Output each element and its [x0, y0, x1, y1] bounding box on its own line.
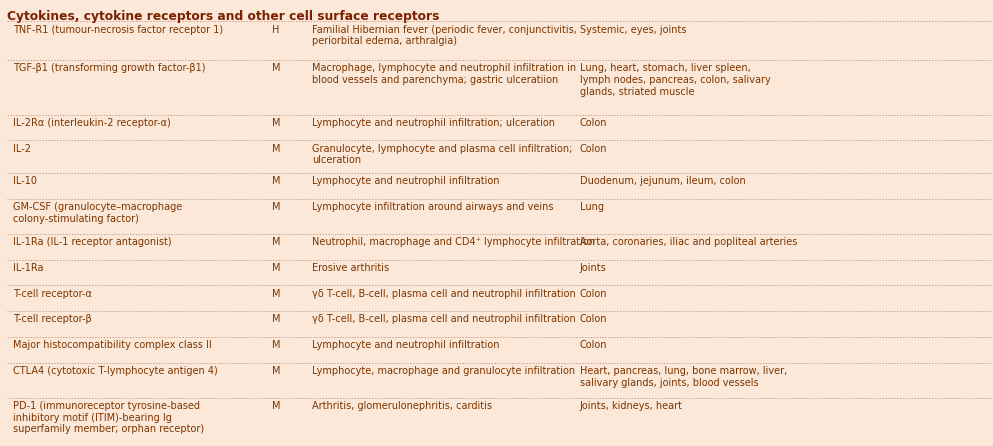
Text: Colon: Colon — [580, 144, 608, 153]
Text: IL-10: IL-10 — [13, 176, 37, 186]
Text: Colon: Colon — [580, 314, 608, 324]
Text: Joints, kidneys, heart: Joints, kidneys, heart — [580, 401, 683, 411]
Text: Cytokines, cytokine receptors and other cell surface receptors: Cytokines, cytokine receptors and other … — [7, 10, 439, 23]
Text: M: M — [272, 118, 281, 128]
Text: Colon: Colon — [580, 118, 608, 128]
Text: Joints: Joints — [580, 263, 607, 273]
Text: IL-2: IL-2 — [13, 144, 31, 153]
Text: Lung, heart, stomach, liver spleen,
lymph nodes, pancreas, colon, salivary
gland: Lung, heart, stomach, liver spleen, lymp… — [580, 63, 771, 96]
Text: M: M — [272, 366, 281, 376]
Text: M: M — [272, 144, 281, 153]
Text: M: M — [272, 63, 281, 73]
Text: Lymphocyte and neutrophil infiltration; ulceration: Lymphocyte and neutrophil infiltration; … — [312, 118, 555, 128]
Text: Arthritis, glomerulonephritis, carditis: Arthritis, glomerulonephritis, carditis — [312, 401, 492, 411]
Text: TGF-β1 (transforming growth factor-β1): TGF-β1 (transforming growth factor-β1) — [13, 63, 206, 73]
Text: Major histocompatibility complex class II: Major histocompatibility complex class I… — [13, 340, 212, 350]
Text: γδ T-cell, B-cell, plasma cell and neutrophil infiltration: γδ T-cell, B-cell, plasma cell and neutr… — [312, 314, 576, 324]
Text: M: M — [272, 340, 281, 350]
Text: Macrophage, lymphocyte and neutrophil infiltration in
blood vessels and parenchy: Macrophage, lymphocyte and neutrophil in… — [312, 63, 576, 85]
Text: M: M — [272, 401, 281, 411]
Text: IL-1Ra: IL-1Ra — [13, 263, 44, 273]
Text: GM-CSF (granulocyte–macrophage
colony-stimulating factor): GM-CSF (granulocyte–macrophage colony-st… — [13, 202, 182, 223]
Text: M: M — [272, 202, 281, 212]
Text: IL-1Ra (IL-1 receptor antagonist): IL-1Ra (IL-1 receptor antagonist) — [13, 237, 172, 247]
Text: H: H — [272, 25, 279, 34]
Text: CTLA4 (cytotoxic T-lymphocyte antigen 4): CTLA4 (cytotoxic T-lymphocyte antigen 4) — [13, 366, 217, 376]
Text: Neutrophil, macrophage and CD4⁺ lymphocyte infiltration: Neutrophil, macrophage and CD4⁺ lymphocy… — [312, 237, 595, 247]
Text: Heart, pancreas, lung, bone marrow, liver,
salivary glands, joints, blood vessel: Heart, pancreas, lung, bone marrow, live… — [580, 366, 787, 388]
Text: TNF-R1 (tumour-necrosis factor receptor 1): TNF-R1 (tumour-necrosis factor receptor … — [13, 25, 223, 34]
Text: Lymphocyte, macrophage and granulocyte infiltration: Lymphocyte, macrophage and granulocyte i… — [312, 366, 575, 376]
Text: M: M — [272, 263, 281, 273]
Text: Lymphocyte and neutrophil infiltration: Lymphocyte and neutrophil infiltration — [312, 176, 499, 186]
Text: γδ T-cell, B-cell, plasma cell and neutrophil infiltration: γδ T-cell, B-cell, plasma cell and neutr… — [312, 289, 576, 298]
Text: IL-2Rα (interleukin-2 receptor-α): IL-2Rα (interleukin-2 receptor-α) — [13, 118, 171, 128]
Text: PD-1 (immunoreceptor tyrosine-based
inhibitory motif (ITIM)-bearing Ig
superfami: PD-1 (immunoreceptor tyrosine-based inhi… — [13, 401, 204, 434]
Text: Aorta, coronaries, iliac and popliteal arteries: Aorta, coronaries, iliac and popliteal a… — [580, 237, 797, 247]
Text: Erosive arthritis: Erosive arthritis — [312, 263, 389, 273]
Text: Lymphocyte infiltration around airways and veins: Lymphocyte infiltration around airways a… — [312, 202, 553, 212]
Text: T-cell receptor-α: T-cell receptor-α — [13, 289, 91, 298]
Text: Colon: Colon — [580, 289, 608, 298]
Text: Lung: Lung — [580, 202, 604, 212]
Text: Colon: Colon — [580, 340, 608, 350]
Text: Granulocyte, lymphocyte and plasma cell infiltration;
ulceration: Granulocyte, lymphocyte and plasma cell … — [312, 144, 572, 165]
Text: Familial Hibernian fever (periodic fever, conjunctivitis,
periorbital edema, art: Familial Hibernian fever (periodic fever… — [312, 25, 577, 46]
Text: M: M — [272, 176, 281, 186]
Text: M: M — [272, 237, 281, 247]
Text: T-cell receptor-β: T-cell receptor-β — [13, 314, 91, 324]
Text: Systemic, eyes, joints: Systemic, eyes, joints — [580, 25, 686, 34]
Text: M: M — [272, 289, 281, 298]
Text: Lymphocyte and neutrophil infiltration: Lymphocyte and neutrophil infiltration — [312, 340, 499, 350]
Text: Duodenum, jejunum, ileum, colon: Duodenum, jejunum, ileum, colon — [580, 176, 746, 186]
Text: M: M — [272, 314, 281, 324]
